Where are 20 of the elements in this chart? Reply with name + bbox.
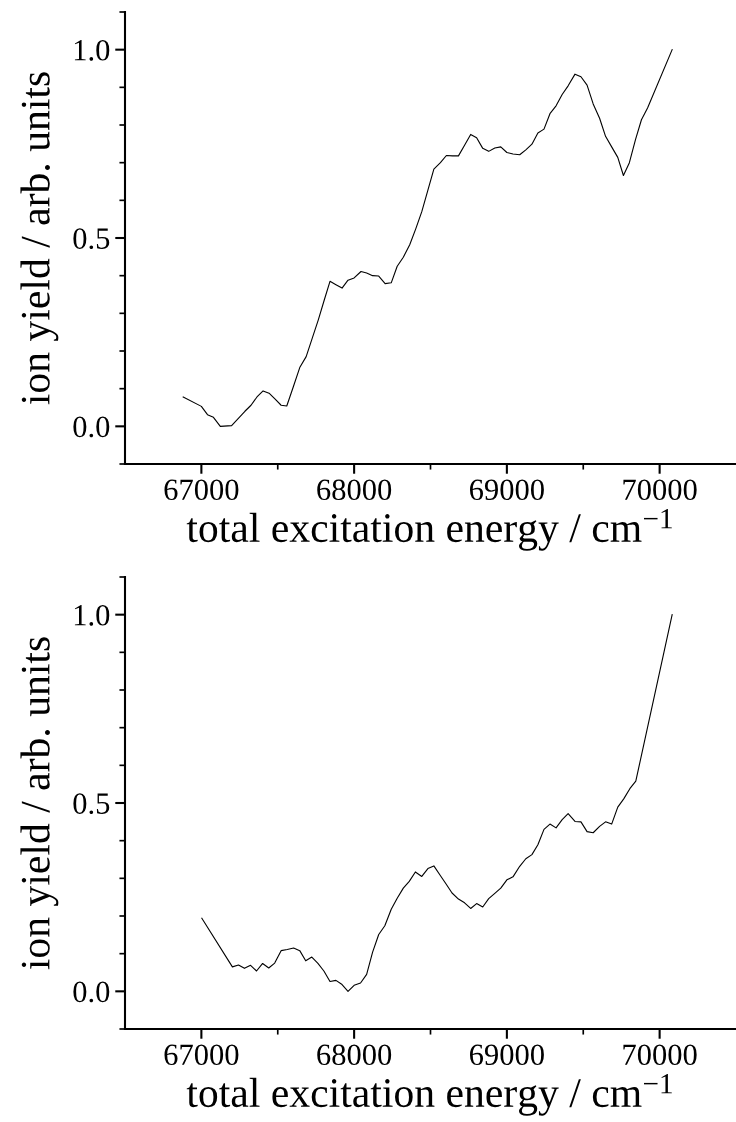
x-axis-title: total excitation energy / cm$^{−1}$	[186, 1074, 672, 1116]
line-series	[182, 49, 673, 427]
y-tick-label: 1.0	[74, 604, 110, 626]
x-tick-label: 70000	[623, 1044, 697, 1066]
y-tick-label: 0.0	[73, 981, 110, 1003]
x-tick-label: 69000	[469, 1044, 544, 1066]
x-tick-label: 69000	[469, 479, 544, 501]
y-tick-label: 0.0	[73, 416, 110, 438]
y-tick-label: 1.0	[74, 39, 110, 61]
x-tick-label: 70000	[623, 479, 697, 501]
y-axis-title: ion yield / arb. units	[20, 637, 59, 970]
y-tick-label: 0.5	[73, 793, 110, 815]
line-series	[201, 614, 673, 992]
x-tick-label: 68000	[317, 1044, 392, 1066]
x-tick-label: 68000	[317, 479, 392, 501]
x-tick-label: 67000	[164, 1044, 239, 1066]
x-axis-title: total excitation energy / cm$^{−1}$	[186, 509, 672, 551]
x-tick-label: 67000	[164, 479, 239, 501]
y-tick-label: 0.5	[73, 228, 110, 250]
y-axis-title: ion yield / arb. units	[20, 72, 59, 405]
